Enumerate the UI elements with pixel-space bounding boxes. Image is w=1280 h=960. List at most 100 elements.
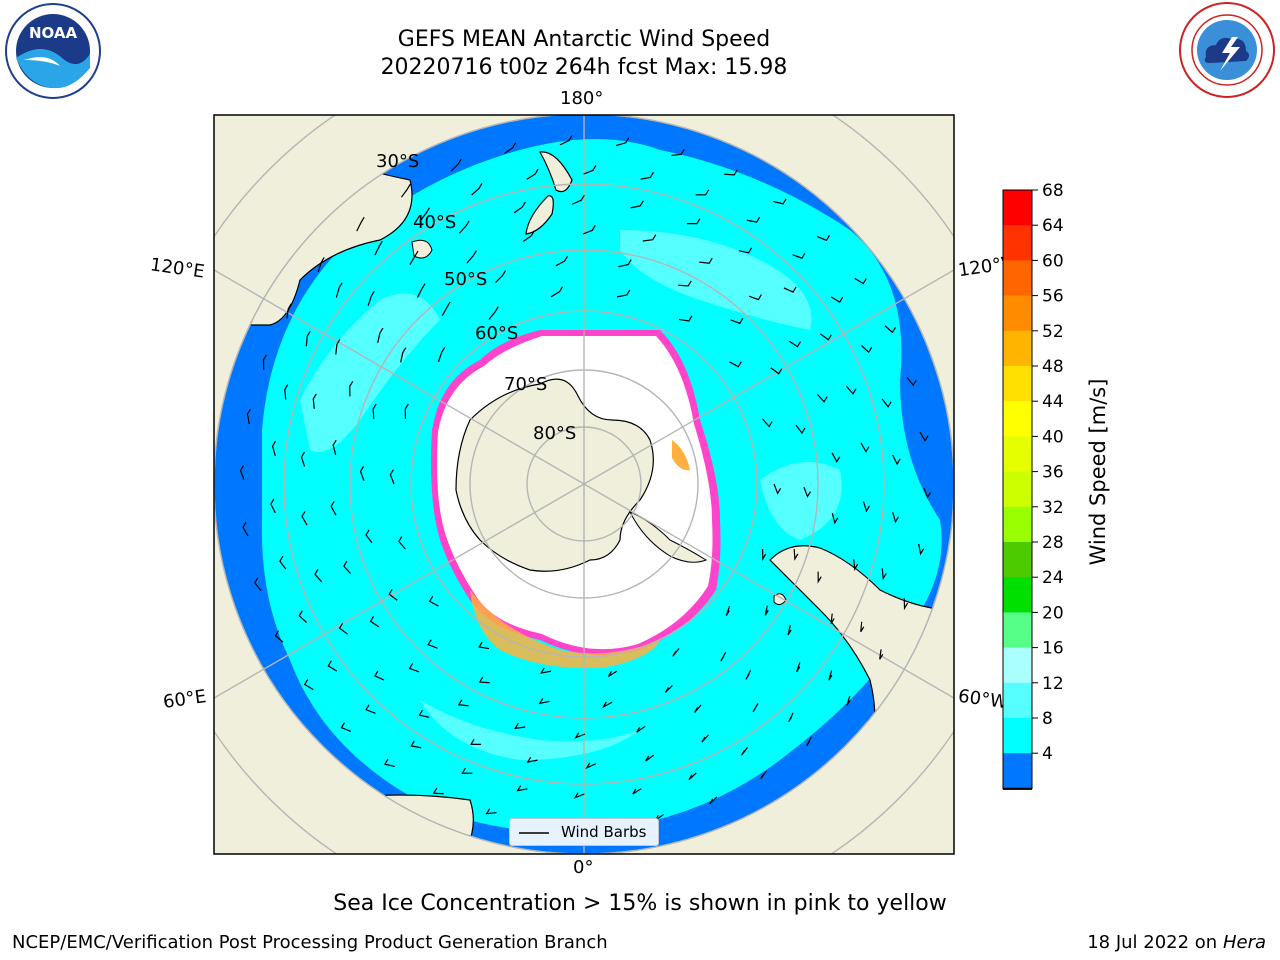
wind-barb	[773, 483, 782, 495]
lat-label-40s: 40°S	[413, 212, 457, 233]
colorbar-tick-label: 40	[1042, 427, 1064, 447]
wind-barb	[279, 555, 287, 570]
colorbar-segment	[1003, 295, 1032, 332]
wind-barb	[365, 529, 373, 544]
wind-barb	[349, 381, 354, 397]
lat-label-60s: 60°S	[475, 323, 519, 344]
colorbar-segment	[1003, 542, 1032, 578]
wind-barb	[410, 740, 422, 749]
wind-barb	[466, 250, 477, 264]
wind-barb	[404, 403, 409, 420]
wind-barb	[919, 431, 929, 442]
colorbar-tick-label: 24	[1042, 568, 1064, 588]
wind-barb	[389, 469, 395, 485]
colorbar-tick-label: 68	[1042, 181, 1064, 201]
wind-barb	[365, 704, 376, 714]
wind-barb	[724, 169, 738, 176]
wind-barb	[377, 327, 384, 343]
wind-barb	[678, 280, 692, 287]
footer-date: 18 Jul 2022 on	[1087, 932, 1223, 953]
wind-barb	[892, 512, 899, 524]
footer-host: Hera	[1222, 932, 1266, 953]
wind-barb	[862, 501, 871, 513]
wind-barb	[270, 498, 276, 514]
colorbar-tick-label: 16	[1042, 639, 1064, 659]
wind-barb	[441, 301, 451, 316]
wind-barb	[513, 201, 526, 214]
colorbar-tick-label: 32	[1042, 498, 1064, 518]
wind-barb	[372, 403, 377, 420]
wind-barb	[806, 736, 812, 747]
colorbar-tick-label: 44	[1042, 392, 1064, 412]
wind-barb	[488, 306, 499, 320]
wind-barb	[274, 630, 284, 643]
wind-barb	[892, 454, 901, 466]
lon-label-180: 180°	[560, 88, 604, 109]
wind-barb	[303, 679, 314, 691]
wind-barb	[327, 660, 338, 672]
colorbar-tick-label: 28	[1042, 533, 1064, 553]
wind-barb	[583, 165, 597, 175]
wind-barb	[819, 333, 832, 341]
wind-barb	[770, 367, 783, 375]
wind-barb	[262, 354, 267, 370]
wind-barb	[879, 649, 884, 660]
nws-logo	[1179, 2, 1275, 98]
wind-barb	[860, 621, 865, 633]
wind-barb	[526, 168, 539, 180]
wind-barb	[420, 207, 431, 221]
wind-barb	[671, 149, 685, 157]
wind-barb	[730, 318, 744, 325]
wind-barb	[418, 709, 430, 718]
antarctica-land	[455, 378, 708, 572]
wind-barb	[884, 325, 896, 334]
colorbar-segment	[1003, 330, 1032, 367]
wind-barb	[803, 486, 811, 498]
map-legend: Wind Barbs	[509, 818, 659, 846]
wind-barb	[762, 418, 773, 428]
wind-barb	[699, 257, 713, 264]
sea-ice-note: Sea Ice Concentration > 15% is shown in …	[333, 891, 947, 916]
wind-barb	[338, 622, 349, 635]
wind-barb	[432, 787, 444, 795]
wind-barb	[906, 377, 917, 387]
wind-barb	[853, 559, 859, 571]
footer-left: NCEP/EMC/Verification Post Processing Pr…	[12, 932, 608, 953]
wind-barb	[725, 605, 731, 616]
colorbar-tick-label: 52	[1042, 322, 1064, 342]
wind-barb	[640, 172, 654, 180]
wind-barb	[388, 588, 398, 601]
wind-barb	[678, 315, 693, 322]
chart-title-line2: 20220716 t00z 264h fcst Max: 15.98	[380, 55, 788, 80]
colorbar-segment	[1003, 260, 1032, 297]
wind-barb	[428, 596, 439, 607]
wind-barb	[478, 676, 490, 684]
wind-barb	[923, 487, 932, 499]
wind-barb	[761, 548, 767, 562]
wind-barb	[664, 684, 673, 693]
noaa-logo-text: NOAA	[29, 24, 78, 42]
wind-barb	[522, 230, 535, 243]
wind-barb	[300, 451, 306, 467]
wind-barb	[571, 194, 585, 205]
wind-barb	[416, 283, 426, 298]
wind-barb	[740, 747, 748, 756]
colorbar-label: Wind Speed [m/s]	[1086, 378, 1110, 566]
wind-barb	[485, 808, 497, 815]
colorbar-segment	[1003, 612, 1032, 649]
colorbar-segment	[1003, 436, 1032, 473]
wind-barb	[538, 698, 550, 705]
map-frame	[213, 114, 955, 855]
wind-barb	[729, 361, 742, 368]
wind-barb	[383, 758, 395, 767]
colorbar-segment	[1003, 401, 1032, 437]
colorbar-segment	[1003, 682, 1032, 719]
lat-label-70s: 70°S	[504, 374, 548, 395]
colorbar-segment	[1003, 753, 1032, 789]
wind-barb	[470, 739, 482, 745]
wind-barb	[817, 571, 822, 584]
wind-barb	[286, 303, 292, 319]
wind-barb	[314, 568, 323, 583]
wind-barb	[409, 250, 419, 265]
